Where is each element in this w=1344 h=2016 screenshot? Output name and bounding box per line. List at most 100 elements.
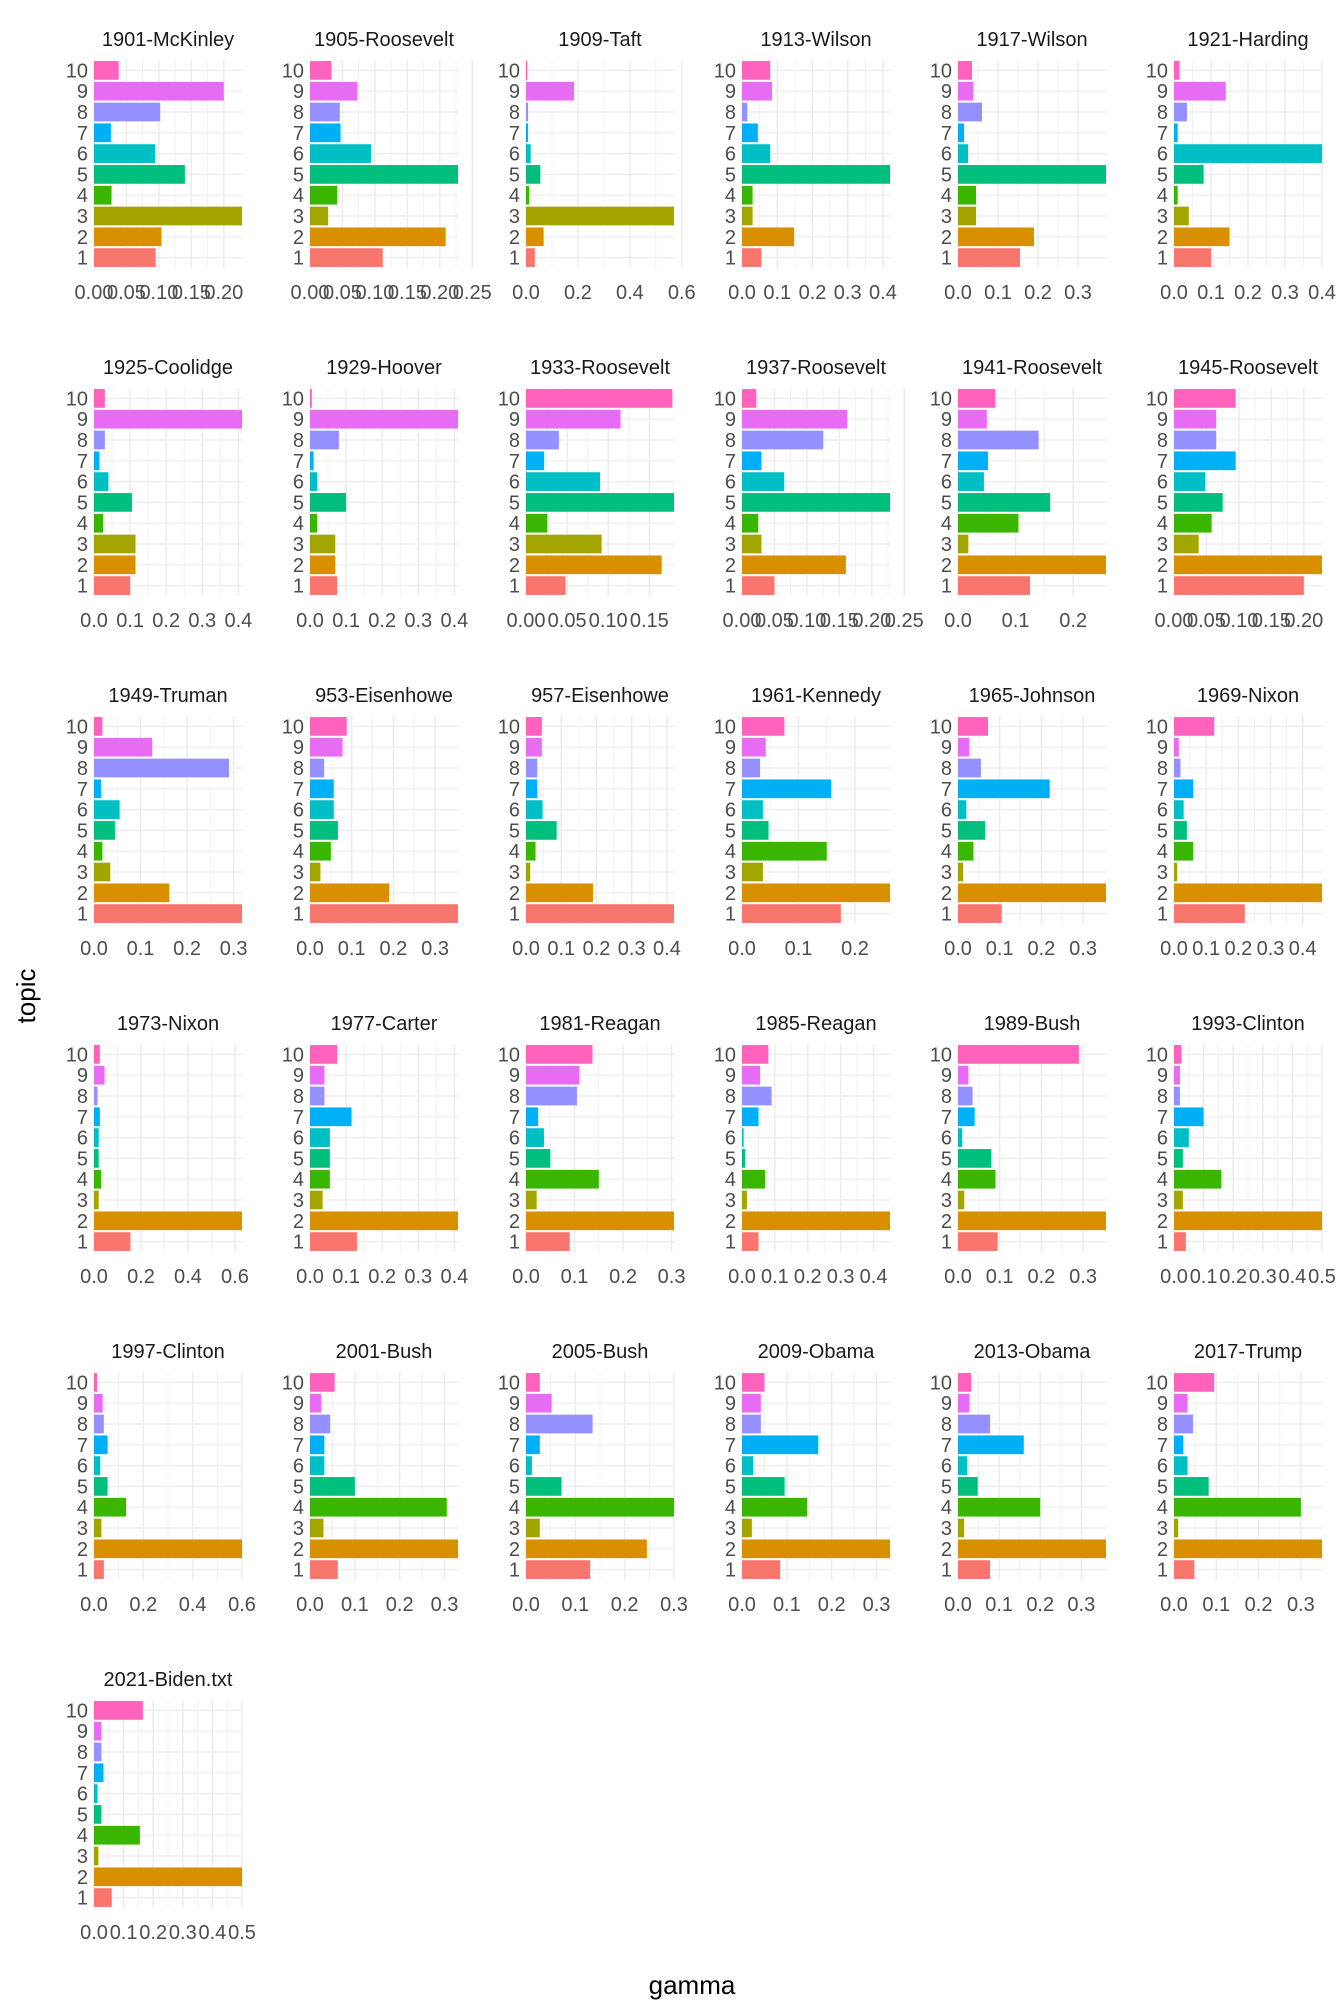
bar-topic-6 (310, 800, 334, 819)
x-tick-label: 0.2 (1245, 1594, 1273, 1616)
bar-topic-6 (958, 1128, 963, 1147)
y-tick-label: 7 (725, 123, 736, 145)
x-tick-label: 0.3 (404, 610, 432, 632)
bar-topic-7 (1174, 1435, 1184, 1455)
y-tick-label: 10 (282, 1372, 304, 1394)
y-tick-label: 3 (1157, 534, 1168, 556)
bar-topic-9 (94, 1721, 102, 1741)
x-tick-label: 0.3 (431, 1594, 459, 1616)
bar-topic-1 (1174, 904, 1245, 923)
bar-topic-2 (310, 227, 446, 247)
bar-topic-6 (742, 800, 763, 819)
bar-topic-7 (1174, 779, 1194, 799)
bar-topic-9 (94, 737, 153, 757)
bar-topic-10 (1174, 717, 1215, 736)
y-tick-label: 6 (725, 472, 736, 494)
y-tick-label: 5 (509, 1148, 520, 1170)
x-tick-label: 0.1 (1202, 1594, 1230, 1616)
y-tick-label: 9 (941, 1393, 952, 1415)
y-tick-label: 8 (725, 1414, 736, 1436)
y-tick-label: 3 (1157, 862, 1168, 884)
x-tick-label: 0.0 (80, 1266, 108, 1288)
x-tick-label: 0.1 (547, 938, 575, 960)
y-tick-label: 3 (941, 1190, 952, 1212)
x-tick-label: 0.2 (609, 1266, 637, 1288)
bar-topic-10 (310, 389, 312, 408)
y-tick-label: 5 (1157, 820, 1168, 842)
bar-topic-8 (1174, 1414, 1194, 1434)
bar-topic-8 (958, 1086, 973, 1106)
bar-topic-9 (742, 1065, 761, 1085)
bar-topic-10 (526, 389, 673, 408)
y-tick-label: 5 (293, 164, 304, 186)
x-tick-label: 0.2 (1026, 1594, 1054, 1616)
bar-topic-6 (94, 472, 109, 491)
bar-topic-3 (526, 1518, 540, 1538)
x-tick-label: 0.3 (1069, 938, 1097, 960)
x-tick-label: 0.5 (228, 1922, 256, 1944)
bar-topic-5 (958, 1477, 978, 1496)
y-tick-label: 2 (1157, 227, 1168, 249)
bar-topic-7 (94, 1107, 100, 1127)
y-tick-label: 4 (725, 185, 736, 207)
bar-topic-2 (94, 1211, 242, 1231)
bar-topic-2 (1174, 883, 1322, 903)
bar-topic-3 (94, 1846, 99, 1866)
y-tick-label: 10 (282, 388, 304, 410)
y-tick-label: 3 (725, 206, 736, 228)
bar-topic-5 (94, 1477, 108, 1496)
y-tick-label: 8 (509, 1086, 520, 1108)
bar-topic-10 (94, 389, 105, 408)
y-tick-label: 4 (941, 185, 952, 207)
x-tick-label: 0.0 (1160, 938, 1188, 960)
bar-topic-7 (958, 779, 1050, 799)
bar-topic-1 (526, 1232, 570, 1251)
bar-topic-2 (94, 555, 136, 575)
y-tick-label: 1 (1157, 248, 1168, 270)
y-tick-label: 7 (1157, 451, 1168, 473)
bar-topic-7 (94, 451, 100, 471)
y-tick-label: 6 (77, 1128, 88, 1150)
bar-topic-4 (310, 513, 318, 533)
y-tick-label: 7 (293, 1107, 304, 1129)
x-tick-label: 0.0 (728, 1594, 756, 1616)
bar-topic-4 (94, 185, 112, 205)
y-tick-label: 8 (509, 430, 520, 452)
y-tick-label: 6 (77, 1784, 88, 1806)
y-tick-label: 8 (941, 1086, 952, 1108)
y-tick-label: 9 (1157, 1065, 1168, 1087)
y-tick-label: 4 (941, 1169, 952, 1191)
bar-topic-5 (1174, 821, 1187, 840)
x-tick-label: 0.0 (80, 938, 108, 960)
x-tick-label: 0.4 (860, 1266, 888, 1288)
x-tick-label: 0.4 (653, 938, 681, 960)
bar-topic-7 (1174, 451, 1236, 471)
x-tick-label: 0.4 (224, 610, 252, 632)
x-tick-label: 0.3 (1067, 1594, 1095, 1616)
bar-topic-10 (94, 1373, 97, 1392)
y-tick-label: 4 (1157, 841, 1168, 863)
y-tick-label: 7 (941, 779, 952, 801)
y-tick-label: 3 (941, 862, 952, 884)
bar-topic-6 (526, 1456, 532, 1475)
y-tick-label: 5 (725, 820, 736, 842)
bar-topic-7 (526, 451, 545, 471)
bar-topic-3 (742, 1190, 747, 1210)
bar-topic-2 (1174, 1539, 1322, 1559)
bar-topic-2 (526, 555, 662, 575)
x-tick-label: 0.3 (1069, 1266, 1097, 1288)
bar-topic-10 (742, 389, 757, 408)
y-tick-label: 7 (725, 1107, 736, 1129)
bar-topic-7 (310, 123, 341, 143)
bar-topic-9 (742, 409, 848, 429)
y-tick-label: 5 (1157, 492, 1168, 514)
y-tick-label: 9 (77, 1393, 88, 1415)
bar-topic-1 (742, 248, 762, 267)
bar-topic-6 (1174, 800, 1184, 819)
y-tick-label: 6 (1157, 144, 1168, 166)
bar-topic-1 (94, 904, 242, 923)
